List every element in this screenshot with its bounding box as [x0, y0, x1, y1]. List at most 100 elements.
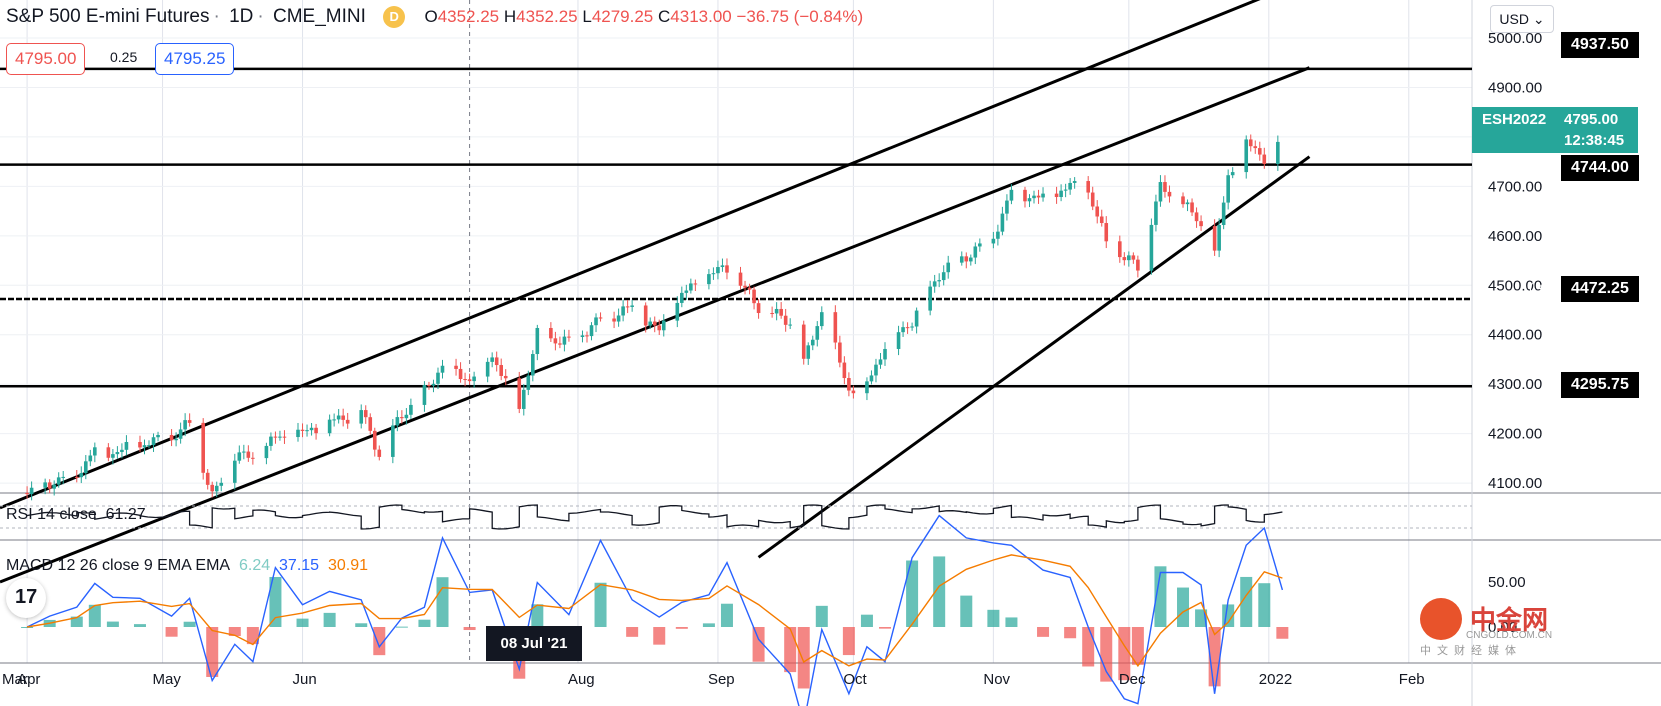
- rsi-label[interactable]: RSI 14 close: [6, 506, 97, 523]
- candle-body: [973, 246, 978, 258]
- candle-body: [819, 312, 824, 327]
- price-axis-tick: 4700.00: [1488, 178, 1542, 195]
- candle-body: [693, 283, 698, 285]
- candle-body: [914, 310, 919, 327]
- macd-legend: MACD 12 26 close 9 EMA EMA 6.24 37.15 30…: [6, 557, 368, 575]
- candle-body: [83, 461, 88, 474]
- candle-body: [494, 357, 499, 366]
- candle-body: [567, 336, 571, 338]
- chevron-down-icon: ⌄: [1532, 11, 1545, 27]
- time-axis-tick: Dec: [1119, 671, 1146, 688]
- buy-button[interactable]: 4795.25: [155, 43, 235, 75]
- macd-histogram-bar: [797, 627, 810, 689]
- bar-countdown: 12:38:45: [1564, 132, 1625, 149]
- interval-label[interactable]: 1D: [229, 6, 254, 28]
- candle-body: [142, 445, 147, 448]
- price-axis-tick: 4400.00: [1488, 327, 1542, 344]
- candle-body: [1167, 191, 1172, 197]
- candle-body: [1136, 259, 1140, 271]
- close-value: 4313.00: [670, 7, 732, 27]
- macd-histogram-bar: [296, 618, 309, 627]
- candle-body: [928, 286, 932, 311]
- candle-body: [756, 303, 761, 314]
- candle-body: [883, 348, 887, 360]
- price-level-label-2: 4744.00: [1561, 155, 1639, 181]
- candle-body: [991, 238, 996, 244]
- time-axis-tick: Apr: [17, 671, 40, 688]
- candle-body: [589, 325, 594, 337]
- candle-body: [842, 362, 847, 379]
- candle-body: [680, 292, 684, 303]
- candle-body: [851, 390, 856, 394]
- sell-button[interactable]: 4795.00: [6, 43, 86, 75]
- candle-body: [1032, 195, 1036, 199]
- candle-body: [616, 315, 621, 322]
- macd-histogram-bar: [1131, 627, 1144, 665]
- add-alert-icon[interactable]: +: [1530, 279, 1552, 301]
- candle-body: [29, 487, 34, 495]
- macd-histogram-bar: [842, 627, 855, 656]
- candle-body: [847, 378, 851, 391]
- time-axis-tick: Aug: [568, 671, 595, 688]
- candle-body: [1181, 196, 1185, 205]
- candle-body: [47, 482, 52, 489]
- macd-histogram-bar: [626, 627, 639, 637]
- candle-body: [901, 327, 905, 333]
- candle-body: [625, 306, 630, 308]
- low-value: 4279.25: [591, 7, 654, 27]
- candle-body: [296, 429, 300, 438]
- candle-body: [43, 482, 47, 488]
- candle-body: [648, 321, 653, 326]
- tradingview-logo[interactable]: 17: [6, 578, 46, 618]
- candle-body: [273, 436, 278, 438]
- delayed-data-badge[interactable]: D: [383, 6, 406, 28]
- candle-body: [120, 449, 124, 453]
- candle-body: [806, 345, 811, 359]
- candle-body: [562, 336, 567, 345]
- macd-histogram-bar: [531, 604, 544, 627]
- tv-logo-icon: 17: [15, 586, 38, 608]
- candle-body: [779, 308, 783, 316]
- candle-body: [517, 378, 522, 409]
- currency-selector[interactable]: USD ⌄: [1490, 5, 1554, 33]
- macd-axis-tick: 0.00: [1488, 619, 1517, 636]
- high-label: H: [503, 7, 517, 27]
- macd-axis-tick: 50.00: [1488, 574, 1526, 591]
- candle-body: [205, 472, 210, 485]
- macd-histogram-bar: [206, 627, 219, 677]
- macd-histogram-bar: [395, 626, 408, 628]
- price-axis-tick: 4300.00: [1488, 376, 1542, 393]
- rsi-value: 61.27: [105, 506, 146, 523]
- macd-histogram-bar: [960, 595, 973, 627]
- candle-body: [269, 436, 273, 446]
- candle-body: [865, 381, 869, 394]
- watermark-domain: CNGOLD.COM.CN: [1466, 630, 1553, 641]
- candle-body: [409, 404, 413, 415]
- macd-line: [26, 514, 1284, 706]
- close-label: C: [658, 7, 671, 27]
- candle-body: [232, 460, 237, 483]
- candle-body: [422, 384, 427, 405]
- time-axis-tick: 2022: [1259, 671, 1292, 688]
- candle-body: [558, 343, 562, 345]
- candle-body: [896, 332, 901, 349]
- candle-body: [725, 265, 729, 273]
- candle-body: [878, 359, 883, 365]
- symbol-title[interactable]: S&P 500 E-mini Futures: [6, 6, 210, 28]
- candle-body: [246, 451, 251, 458]
- candle-body: [612, 318, 616, 322]
- ticker-symbol: ESH2022: [1482, 111, 1547, 128]
- current-price-badge: ESH2022 4795.00 12:38:45: [1472, 107, 1638, 153]
- candle-body: [368, 417, 373, 431]
- candle-body: [684, 290, 689, 293]
- macd-histogram-bar: [88, 604, 101, 627]
- macd-label[interactable]: MACD 12 26 close 9 EMA EMA: [6, 557, 231, 574]
- candle-body: [345, 419, 350, 424]
- candle-body: [282, 436, 287, 438]
- candle-body: [458, 368, 463, 380]
- macd-histogram-bar: [784, 627, 797, 673]
- candle-body: [1023, 189, 1027, 202]
- candle-body: [201, 422, 205, 473]
- candle-body: [472, 376, 476, 382]
